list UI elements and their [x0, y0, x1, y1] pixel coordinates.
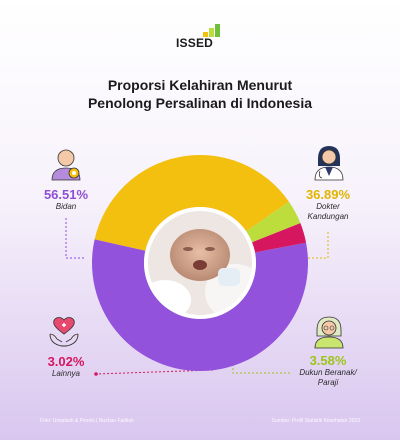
chart-title-line-2: Penolong Persalinan di Indonesia — [87, 95, 313, 111]
logo-bar-2 — [209, 28, 214, 37]
donut-slices — [91, 154, 309, 371]
bidan-category: Bidan — [55, 202, 77, 211]
lainnya-percentage: 3.02% — [47, 354, 85, 369]
lainnya-connector — [95, 369, 214, 375]
slice-bidan — [91, 239, 309, 371]
source-credit: Sumber: Profil Statistik Kesehatan 2023 — [271, 418, 360, 424]
logo-text: ISSED — [176, 36, 214, 50]
photo-credit: Foto: Unsplash & Pexels | Nuzhan Fadilah — [40, 418, 134, 424]
midwife-icon — [51, 149, 81, 181]
dukun-category-line-2: Paraji — [317, 378, 339, 387]
heart-hands-icon — [49, 317, 79, 347]
chart-title-line-1: Proporsi Kelahiran Menurut — [107, 77, 293, 93]
bidan-percentage: 56.51% — [43, 187, 89, 202]
elderly-woman-icon — [314, 316, 344, 349]
dokter-category-line-1: Dokter — [316, 202, 340, 211]
dukun-percentage: 3.58% — [309, 353, 347, 368]
lainnya-label: 3.02% Lainnya — [36, 354, 96, 379]
logo-bar-1 — [203, 32, 208, 37]
logo-bar-3 — [215, 24, 220, 37]
dukun-label: 3.58% Dukun Beranak/ Paraji — [290, 353, 366, 388]
slice-dokter-kandungan — [94, 154, 289, 251]
lainnya-connector-dot — [94, 372, 98, 376]
slice-dukun-beranak-paraji — [246, 201, 301, 243]
lainnya-category: Lainnya — [51, 369, 81, 378]
dukun-category-line-1: Dukun Beranak/ — [299, 368, 357, 377]
bidan-connector — [65, 218, 86, 259]
issed-logo: ISSED — [176, 24, 226, 50]
dokter-percentage: 36.89% — [305, 187, 351, 202]
dokter-connector — [306, 232, 329, 259]
bidan-label: 56.51% Bidan — [36, 187, 96, 212]
dokter-label: 36.89% Dokter Kandungan — [296, 187, 360, 222]
doctor-icon — [314, 146, 344, 181]
slice-lainnya — [252, 223, 307, 253]
dokter-category-line-2: Kandungan — [307, 212, 349, 221]
chart-title: Proporsi Kelahiran Menurut Penolong Pers… — [40, 76, 360, 112]
